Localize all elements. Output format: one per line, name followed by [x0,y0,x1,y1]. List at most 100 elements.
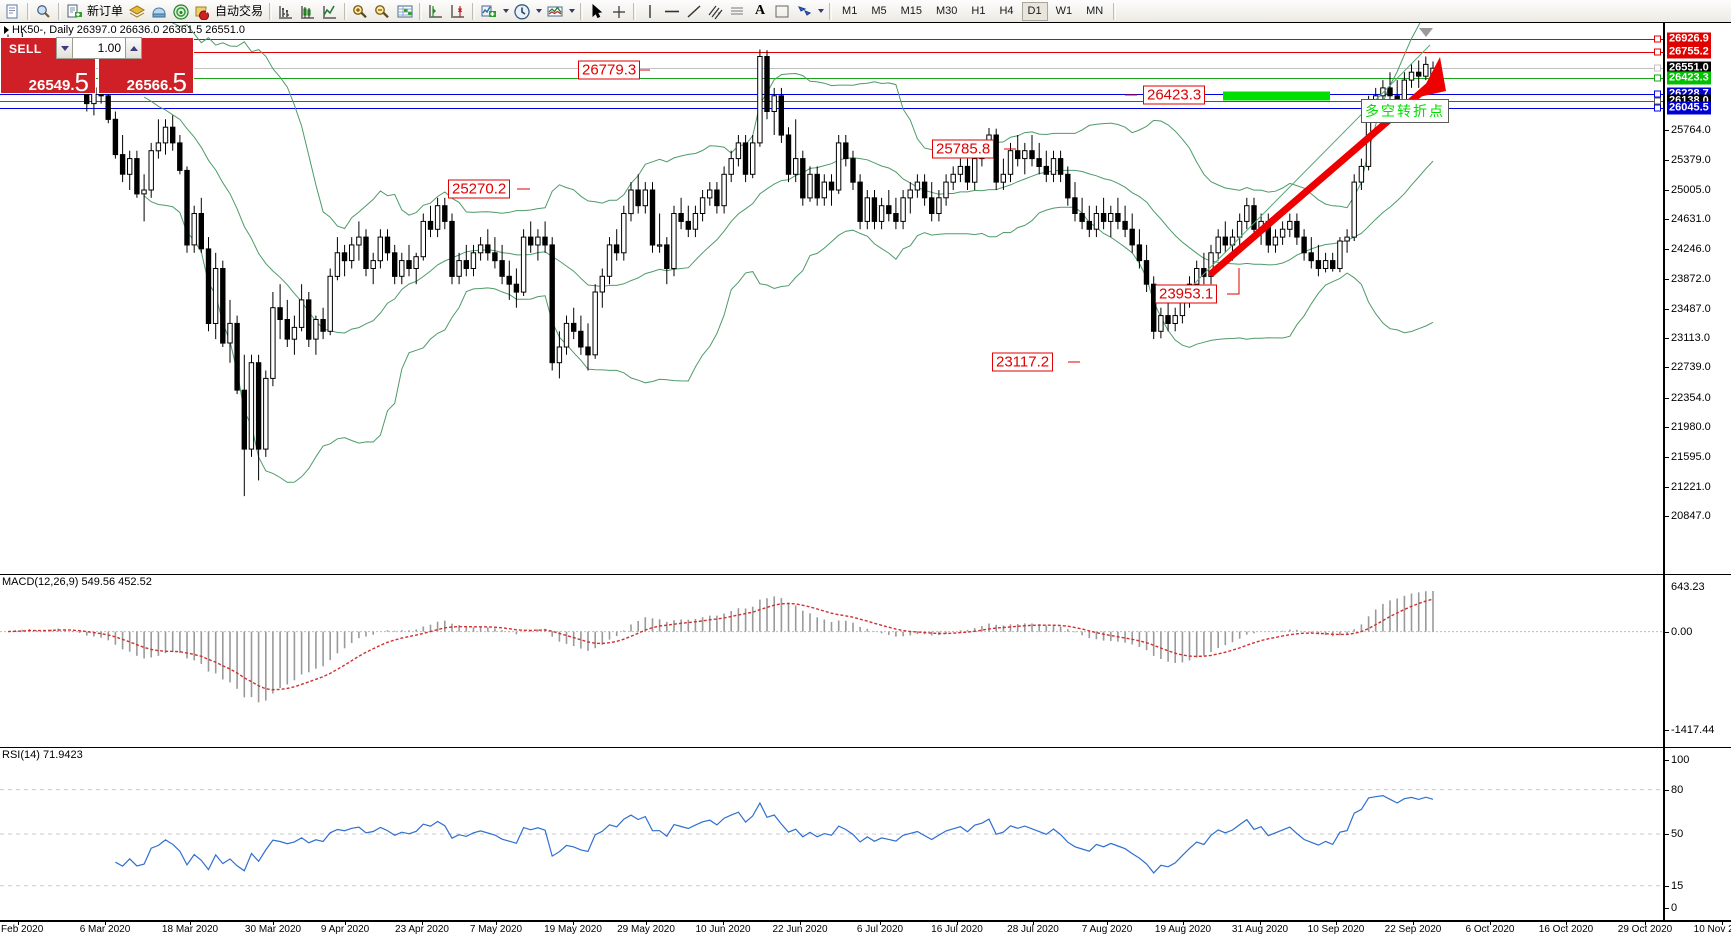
volume-stepper[interactable]: 1.00 [56,37,142,59]
sell-price-dot: . [70,77,75,94]
bollinger-lower [143,195,1434,483]
level-handle-26926.9[interactable] [1654,35,1661,43]
shapes-icon[interactable] [793,1,815,22]
auto-scroll-icon[interactable] [425,1,447,22]
level-line-26138[interactable] [0,100,1663,102]
annotation-23117[interactable]: 23117.2 [992,352,1054,372]
date-axis[interactable]: 6 Feb 2020 6 Mar 2020 18 Mar 2020 30 Mar 20… [0,921,1731,937]
new-chart-icon[interactable] [2,1,24,22]
market-icon[interactable] [170,1,192,22]
level-line-26755.2[interactable] [0,52,1663,54]
price-plot-area[interactable]: 26779.3 25270.2 25785.8 23117.2 23953.1 26423… [0,23,1731,574]
new-order-icon[interactable] [64,1,86,22]
resistance-zone-highlight[interactable] [1223,91,1330,101]
timeframe-m5[interactable]: M5 [871,4,887,17]
rsi-plot-area[interactable] [0,748,1731,920]
timeframe-m30[interactable]: M30 [936,4,958,17]
bar-chart-icon[interactable] [275,1,297,22]
indicators-icon[interactable] [478,1,500,22]
timeframe-h1[interactable]: H1 [971,4,986,17]
timeframe-mn[interactable]: MN [1086,4,1104,17]
metaeditor-icon[interactable] [126,1,148,22]
timeframe-m1[interactable]: M1 [842,4,858,17]
price-tag-26423[interactable]: 26423.3 [1667,71,1711,85]
date-axis-tick [880,922,881,925]
level-line-26551[interactable] [0,68,1663,70]
zoom-out-icon[interactable] [372,1,394,22]
price-axis-label: 22739.0 [1671,361,1711,374]
price-tag-26045[interactable]: 26045.5 [1667,101,1711,115]
level-line-26423.3[interactable] [0,78,1663,80]
rsi-pane[interactable]: 100 80 50 15 0 RSI(14) 71.9423 [0,747,1731,921]
date-axis-label: 31 Aug 2020 [1231,924,1289,935]
date-axis-tick [800,922,801,925]
zoom-in-icon[interactable] [350,1,372,22]
templates-dropdown[interactable] [566,1,577,22]
equidistant-channel-icon[interactable] [705,1,727,22]
line-chart-icon[interactable] [319,1,341,22]
main-toolbar: 新订单 自动交易 A M1 M5 M15 M30 H1 H4 D1 W1 MN [0,0,1731,23]
volume-input[interactable]: 1.00 [73,37,125,59]
text-label-icon[interactable] [771,1,793,22]
annotation-26779[interactable]: 26779.3 [578,60,641,80]
trendline-icon[interactable] [683,1,705,22]
collapse-triangle-icon[interactable] [4,26,9,35]
price-pane[interactable]: 26779.3 25270.2 25785.8 23117.2 23953.1 26423… [0,22,1731,575]
timeframe-w1[interactable]: W1 [1055,4,1073,17]
annotation-26423[interactable]: 26423.3 [1143,85,1206,105]
level-line-26228.7[interactable] [0,93,1663,95]
shapes-dropdown[interactable] [815,1,826,22]
candlestick-chart-icon[interactable] [297,1,319,22]
level-line-26045.5[interactable] [0,107,1663,109]
date-axis-tick [105,922,106,925]
crosshair-icon[interactable] [608,1,630,22]
annotation-25785[interactable]: 25785.8 [932,139,995,159]
macd-pane[interactable]: 643.23 0.00 -1417.44 MACD(12,26,9) 549.56 … [0,574,1731,748]
timeframe-d1[interactable]: D1 [1021,1,1048,21]
one-click-trading-panel[interactable]: SELL 26549.5 BUY 26566.5 1.00 [0,37,196,95]
autotrading-icon[interactable] [192,1,214,22]
annotation-25270[interactable]: 25270.2 [448,179,511,199]
price-tag-26755[interactable]: 26755.2 [1667,45,1711,59]
signals-icon[interactable] [148,1,170,22]
periods-dropdown[interactable] [533,1,544,22]
price-axis-tick [1665,160,1669,162]
macd-axis[interactable]: 643.23 0.00 -1417.44 [1663,575,1731,747]
price-tag-26926[interactable]: 26926.9 [1667,32,1711,46]
volume-increase-button[interactable] [125,37,142,59]
data-window-icon[interactable] [394,1,416,22]
buy-price-main: 26566 [126,77,169,94]
level-handle-26551[interactable] [1654,64,1661,72]
date-axis-label: 6 Feb 2020 [0,924,44,935]
vertical-line-icon[interactable] [639,1,661,22]
price-axis-label: 25005.0 [1671,183,1711,196]
chart-shift-icon[interactable] [447,1,469,22]
price-axis[interactable]: 25764.0 25379.0 25005.0 24631.0 24246.0 23872… [1663,23,1731,574]
price-tag-26551[interactable]: 26551.0 [1667,61,1711,75]
rsi-axis[interactable]: 100 80 50 15 0 [1663,748,1731,920]
text-icon[interactable]: A [754,3,766,18]
macd-plot-area[interactable] [0,575,1731,747]
volume-decrease-button[interactable] [56,37,73,59]
level-handle-26423.3[interactable] [1654,74,1661,82]
turning-point-note[interactable]: 多空转折点 [1361,99,1449,123]
level-handle-26138[interactable] [1654,97,1661,105]
macd-series [0,591,1663,703]
cursor-icon[interactable] [586,1,608,22]
timeframe-m15[interactable]: M15 [900,4,922,17]
rsi-line [115,794,1434,874]
fibonacci-icon[interactable] [727,1,749,22]
annotation-23953[interactable]: 23953.1 [1155,284,1218,304]
level-handle-26228.7[interactable] [1654,90,1661,98]
timeframe-h4[interactable]: H4 [999,4,1014,17]
level-handle-26755.2[interactable] [1654,48,1661,56]
templates-icon[interactable] [544,1,566,22]
periods-icon[interactable] [511,1,533,22]
level-handle-26045.5[interactable] [1654,104,1661,112]
indicators-dropdown[interactable] [500,1,511,22]
date-axis-tick [1722,922,1723,925]
level-line-26926.9[interactable] [0,38,1663,40]
horizontal-line-icon[interactable] [661,1,683,22]
date-axis-tick [496,922,497,925]
search-icon[interactable] [33,1,55,22]
